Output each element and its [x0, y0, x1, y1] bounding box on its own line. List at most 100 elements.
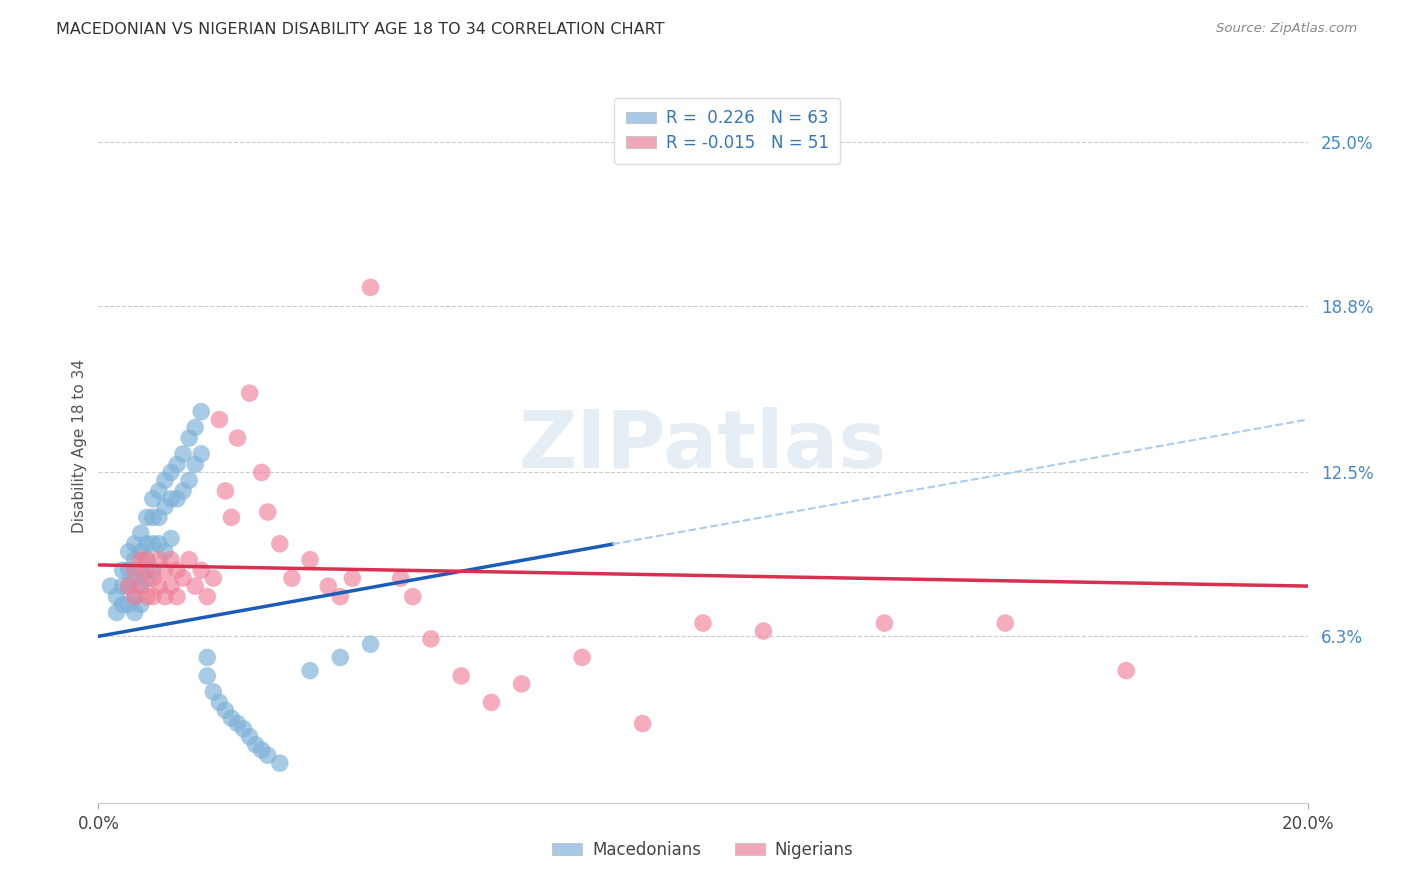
- Point: [118, 579, 141, 593]
- Point: [124, 563, 146, 577]
- Point: [190, 404, 212, 418]
- Text: MACEDONIAN VS NIGERIAN DISABILITY AGE 18 TO 34 CORRELATION CHART: MACEDONIAN VS NIGERIAN DISABILITY AGE 18…: [56, 22, 665, 37]
- Point: [208, 412, 231, 426]
- Point: [142, 563, 165, 577]
- Point: [124, 571, 146, 585]
- Point: [135, 571, 157, 585]
- Point: [105, 590, 128, 604]
- Point: [202, 571, 225, 585]
- Point: [153, 563, 176, 577]
- Point: [166, 590, 188, 604]
- Text: Source: ZipAtlas.com: Source: ZipAtlas.com: [1216, 22, 1357, 36]
- Point: [160, 491, 183, 506]
- Point: [148, 552, 170, 566]
- Point: [179, 474, 201, 488]
- Point: [214, 703, 236, 717]
- Point: [153, 500, 176, 514]
- Point: [129, 545, 152, 559]
- Point: [571, 650, 593, 665]
- Point: [402, 590, 425, 604]
- Point: [111, 579, 134, 593]
- Point: [166, 458, 188, 472]
- Point: [202, 685, 225, 699]
- Point: [329, 590, 352, 604]
- Point: [420, 632, 443, 646]
- Point: [129, 579, 152, 593]
- Point: [124, 552, 146, 566]
- Point: [214, 483, 236, 498]
- Point: [195, 650, 218, 665]
- Point: [184, 420, 207, 434]
- Point: [342, 571, 364, 585]
- Point: [510, 677, 533, 691]
- Point: [118, 563, 141, 577]
- Point: [153, 545, 176, 559]
- Point: [329, 650, 352, 665]
- Point: [179, 552, 201, 566]
- Point: [129, 579, 152, 593]
- Point: [179, 431, 201, 445]
- Point: [111, 598, 134, 612]
- Point: [226, 431, 249, 445]
- Point: [129, 598, 152, 612]
- Point: [135, 537, 157, 551]
- Point: [208, 695, 231, 709]
- Point: [631, 716, 654, 731]
- Point: [195, 590, 218, 604]
- Point: [172, 483, 194, 498]
- Point: [221, 711, 243, 725]
- Point: [752, 624, 775, 638]
- Point: [195, 669, 218, 683]
- Point: [160, 466, 183, 480]
- Point: [124, 537, 146, 551]
- Point: [389, 571, 412, 585]
- Point: [142, 537, 165, 551]
- Point: [135, 510, 157, 524]
- Point: [129, 552, 152, 566]
- Point: [360, 637, 382, 651]
- Point: [153, 590, 176, 604]
- Point: [172, 447, 194, 461]
- Point: [100, 579, 122, 593]
- Point: [256, 505, 278, 519]
- Point: [148, 510, 170, 524]
- Point: [269, 537, 291, 551]
- Point: [256, 748, 278, 763]
- Point: [129, 526, 152, 541]
- Text: ZIPatlas: ZIPatlas: [519, 407, 887, 485]
- Point: [160, 552, 183, 566]
- Point: [269, 756, 291, 771]
- Legend: Macedonians, Nigerians: Macedonians, Nigerians: [546, 835, 860, 866]
- Point: [190, 563, 212, 577]
- Point: [226, 716, 249, 731]
- Point: [245, 738, 267, 752]
- Point: [299, 664, 322, 678]
- Point: [142, 571, 165, 585]
- Point: [316, 579, 339, 593]
- Point: [450, 669, 472, 683]
- Point: [250, 466, 273, 480]
- Point: [873, 616, 896, 631]
- Y-axis label: Disability Age 18 to 34: Disability Age 18 to 34: [72, 359, 87, 533]
- Point: [153, 474, 176, 488]
- Point: [692, 616, 714, 631]
- Point: [124, 590, 146, 604]
- Point: [105, 606, 128, 620]
- Point: [221, 510, 243, 524]
- Point: [1115, 664, 1137, 678]
- Point: [148, 579, 170, 593]
- Point: [142, 491, 165, 506]
- Point: [360, 280, 382, 294]
- Point: [232, 722, 254, 736]
- Point: [184, 579, 207, 593]
- Point: [994, 616, 1017, 631]
- Point: [135, 590, 157, 604]
- Point: [142, 510, 165, 524]
- Point: [160, 532, 183, 546]
- Point: [184, 458, 207, 472]
- Point: [148, 537, 170, 551]
- Point: [135, 552, 157, 566]
- Point: [148, 483, 170, 498]
- Point: [160, 579, 183, 593]
- Point: [135, 563, 157, 577]
